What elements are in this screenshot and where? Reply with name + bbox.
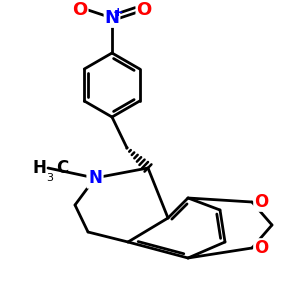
Text: O: O bbox=[254, 193, 268, 211]
Text: H: H bbox=[32, 159, 46, 177]
Text: O: O bbox=[254, 239, 268, 257]
Text: C: C bbox=[56, 159, 68, 177]
Text: O: O bbox=[72, 1, 88, 19]
Text: O: O bbox=[136, 1, 152, 19]
Text: 3: 3 bbox=[46, 173, 53, 183]
Text: N: N bbox=[88, 169, 102, 187]
Text: +: + bbox=[113, 5, 123, 19]
Text: N: N bbox=[104, 9, 119, 27]
